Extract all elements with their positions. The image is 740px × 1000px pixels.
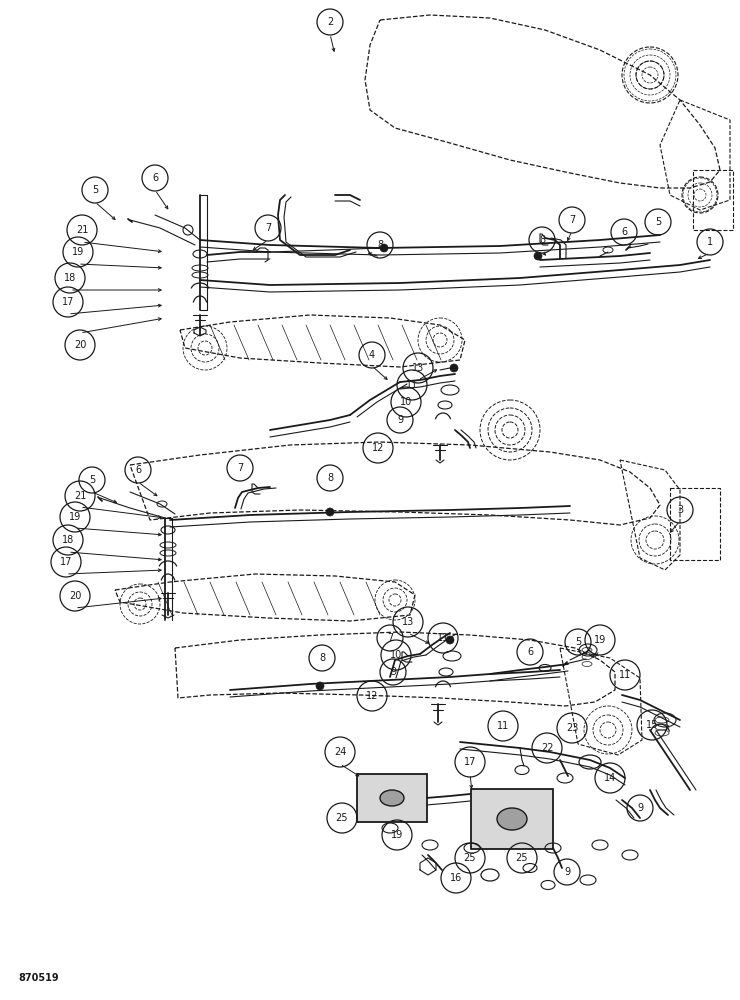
Text: 14: 14 xyxy=(604,773,616,783)
Text: 12: 12 xyxy=(371,443,384,453)
Text: 13: 13 xyxy=(402,617,414,627)
Circle shape xyxy=(450,364,458,372)
Text: 16: 16 xyxy=(450,873,462,883)
Text: 19: 19 xyxy=(594,635,606,645)
Text: 12: 12 xyxy=(366,691,378,701)
Text: 15: 15 xyxy=(646,720,658,730)
Text: 13: 13 xyxy=(412,363,424,373)
Text: 10: 10 xyxy=(400,397,412,407)
Text: 5: 5 xyxy=(92,185,98,195)
Text: 23: 23 xyxy=(566,723,578,733)
Text: 6: 6 xyxy=(527,647,533,657)
Text: 9: 9 xyxy=(397,415,403,425)
Text: 6: 6 xyxy=(621,227,627,237)
Text: 8: 8 xyxy=(319,653,325,663)
FancyBboxPatch shape xyxy=(357,774,427,822)
Text: 21: 21 xyxy=(75,225,88,235)
Text: 19: 19 xyxy=(69,512,81,522)
Circle shape xyxy=(380,244,388,252)
Ellipse shape xyxy=(380,790,404,806)
Text: 17: 17 xyxy=(464,757,476,767)
Text: 5: 5 xyxy=(575,637,581,647)
Text: 25: 25 xyxy=(464,853,477,863)
Text: 18: 18 xyxy=(64,273,76,283)
Text: 6: 6 xyxy=(152,173,158,183)
Text: 2: 2 xyxy=(327,17,333,27)
Text: 9: 9 xyxy=(564,867,570,877)
Text: 4: 4 xyxy=(369,350,375,360)
Text: 22: 22 xyxy=(541,743,554,753)
FancyBboxPatch shape xyxy=(471,789,553,849)
Text: 7: 7 xyxy=(387,633,393,643)
Text: 7: 7 xyxy=(265,223,271,233)
Circle shape xyxy=(326,508,334,516)
Text: 6: 6 xyxy=(135,465,141,475)
Circle shape xyxy=(316,682,324,690)
Text: 1: 1 xyxy=(707,237,713,247)
Text: 17: 17 xyxy=(62,297,74,307)
Text: 11: 11 xyxy=(619,670,631,680)
Text: 5: 5 xyxy=(655,217,661,227)
Text: 11: 11 xyxy=(406,380,418,390)
Text: 8: 8 xyxy=(327,473,333,483)
Text: 25: 25 xyxy=(516,853,528,863)
Text: 8: 8 xyxy=(539,235,545,245)
Text: 25: 25 xyxy=(336,813,349,823)
Text: 11: 11 xyxy=(497,721,509,731)
Text: 8: 8 xyxy=(377,240,383,250)
Text: 11: 11 xyxy=(437,633,449,643)
Text: 20: 20 xyxy=(69,591,81,601)
Text: 7: 7 xyxy=(237,463,243,473)
Text: 20: 20 xyxy=(74,340,86,350)
Ellipse shape xyxy=(497,808,527,830)
Circle shape xyxy=(534,252,542,260)
Text: 3: 3 xyxy=(677,505,683,515)
Circle shape xyxy=(446,636,454,644)
Text: 24: 24 xyxy=(334,747,346,757)
Text: 9: 9 xyxy=(390,667,396,677)
Text: 17: 17 xyxy=(60,557,73,567)
Text: 870519: 870519 xyxy=(18,973,58,983)
Text: 9: 9 xyxy=(637,803,643,813)
Text: 19: 19 xyxy=(72,247,84,257)
Text: 5: 5 xyxy=(89,475,95,485)
Text: 18: 18 xyxy=(62,535,74,545)
Text: 19: 19 xyxy=(391,830,403,840)
Text: 7: 7 xyxy=(569,215,575,225)
Text: 21: 21 xyxy=(74,491,86,501)
Text: 10: 10 xyxy=(390,650,402,660)
